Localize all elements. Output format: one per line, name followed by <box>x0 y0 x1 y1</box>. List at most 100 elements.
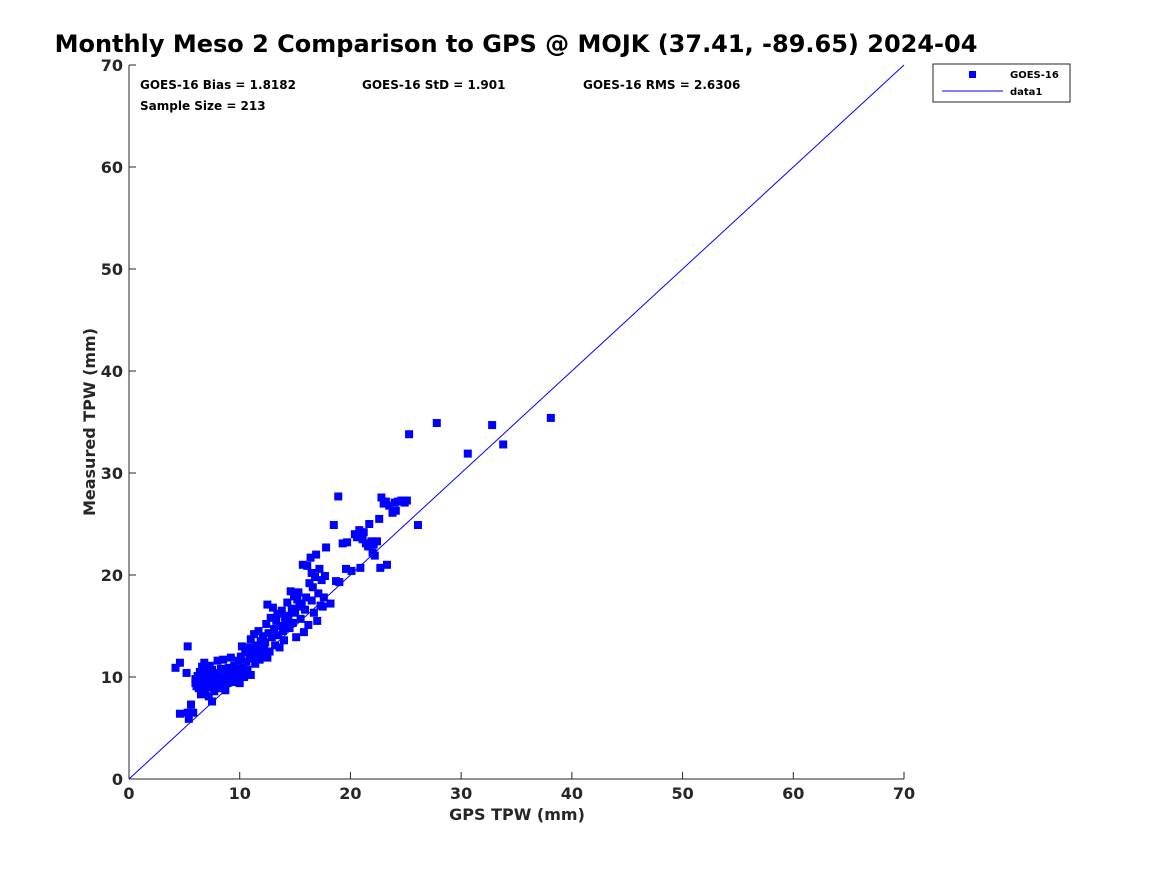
data-point <box>264 629 273 638</box>
data-point <box>224 663 233 672</box>
data-point <box>247 654 256 663</box>
chart-title: Monthly Meso 2 Comparison to GPS @ MOJK … <box>55 30 978 58</box>
data-point <box>376 563 385 572</box>
data-point <box>183 642 192 651</box>
data-point <box>277 606 286 615</box>
data-point <box>250 630 259 639</box>
data-point <box>254 627 263 636</box>
data-point <box>355 526 364 535</box>
data-point <box>309 608 318 617</box>
data-point <box>199 670 208 679</box>
x-tick-label: 60 <box>782 784 804 803</box>
legend-marker-goes16 <box>969 71 976 78</box>
data-point <box>318 602 327 611</box>
data-point <box>391 506 400 515</box>
data-point <box>319 593 328 602</box>
y-tick-label: 40 <box>101 362 123 381</box>
data-point <box>266 613 275 622</box>
data-point <box>251 659 260 668</box>
legend: GOES-16 data1 <box>932 63 1071 103</box>
legend-label-goes16: GOES-16 <box>1010 70 1059 81</box>
data-point <box>313 616 322 625</box>
data-point <box>233 664 242 673</box>
data-point <box>240 673 249 681</box>
data-point <box>275 643 284 652</box>
data-point <box>270 625 279 634</box>
y-tick-label: 20 <box>101 566 123 585</box>
data-point <box>312 550 321 559</box>
data-point <box>210 687 219 696</box>
data-point <box>255 655 264 664</box>
data-point <box>271 641 280 650</box>
data-point <box>198 676 207 685</box>
data-point <box>218 682 226 691</box>
data-point <box>297 599 306 608</box>
legend-label-data1: data1 <box>1010 87 1042 98</box>
data-point <box>273 609 282 618</box>
y-tick-label: 0 <box>112 770 123 789</box>
data-point <box>307 596 316 605</box>
data-point <box>219 655 228 664</box>
data-point <box>358 535 367 544</box>
data-point <box>365 520 374 528</box>
data-point <box>285 624 294 633</box>
data-point <box>256 637 265 646</box>
data-point <box>326 599 335 608</box>
y-tick-label: 70 <box>101 56 123 75</box>
y-tick-label: 60 <box>101 158 123 177</box>
std-stat: GOES-16 StD = 1.901 <box>362 78 505 92</box>
data-point <box>175 658 184 667</box>
data-point <box>189 708 198 717</box>
data-point <box>283 598 292 607</box>
data-point <box>322 543 331 552</box>
data-point <box>320 572 329 581</box>
data-point <box>201 680 210 689</box>
data-point <box>263 653 272 662</box>
data-point <box>385 501 394 510</box>
data-point <box>257 651 266 660</box>
data-point <box>305 579 314 588</box>
data-point <box>242 657 251 666</box>
data-point <box>288 618 297 627</box>
data-point <box>432 419 441 428</box>
plot-area: 0 10 20 30 40 50 60 70 0 10 20 30 40 50 60 70 <box>101 56 915 803</box>
y-tick-label: 30 <box>101 464 123 483</box>
data-point <box>267 633 276 642</box>
data-point <box>301 605 310 614</box>
y-tick-label: 10 <box>101 668 123 687</box>
data-point <box>291 608 300 617</box>
data-point <box>203 674 212 683</box>
data-point <box>237 668 246 677</box>
data-point <box>221 686 230 695</box>
data-point <box>262 619 271 628</box>
x-tick-label: 50 <box>671 784 693 803</box>
data-point <box>329 521 338 530</box>
data-point <box>237 642 246 651</box>
data-point <box>302 593 311 602</box>
data-point <box>198 662 207 671</box>
x-tick-label: 10 <box>229 784 251 803</box>
data-point <box>311 573 319 582</box>
x-tick-label: 70 <box>893 784 915 803</box>
data-point <box>377 493 386 502</box>
data-point <box>241 648 250 657</box>
data-point <box>216 664 225 673</box>
data-point <box>338 539 347 548</box>
data-point <box>243 665 252 674</box>
data-point <box>315 564 324 573</box>
data-point <box>314 589 323 598</box>
data-point <box>182 668 191 677</box>
data-point <box>235 679 244 688</box>
data-point <box>212 680 221 689</box>
data-point <box>413 521 422 530</box>
data-point <box>402 496 411 505</box>
data-point <box>303 561 312 570</box>
data-point <box>284 611 293 620</box>
x-tick-label: 30 <box>450 784 472 803</box>
data-point <box>296 614 305 623</box>
data-point <box>220 673 229 681</box>
data-point <box>307 568 316 577</box>
data-point <box>280 636 288 645</box>
data-point <box>343 538 352 547</box>
